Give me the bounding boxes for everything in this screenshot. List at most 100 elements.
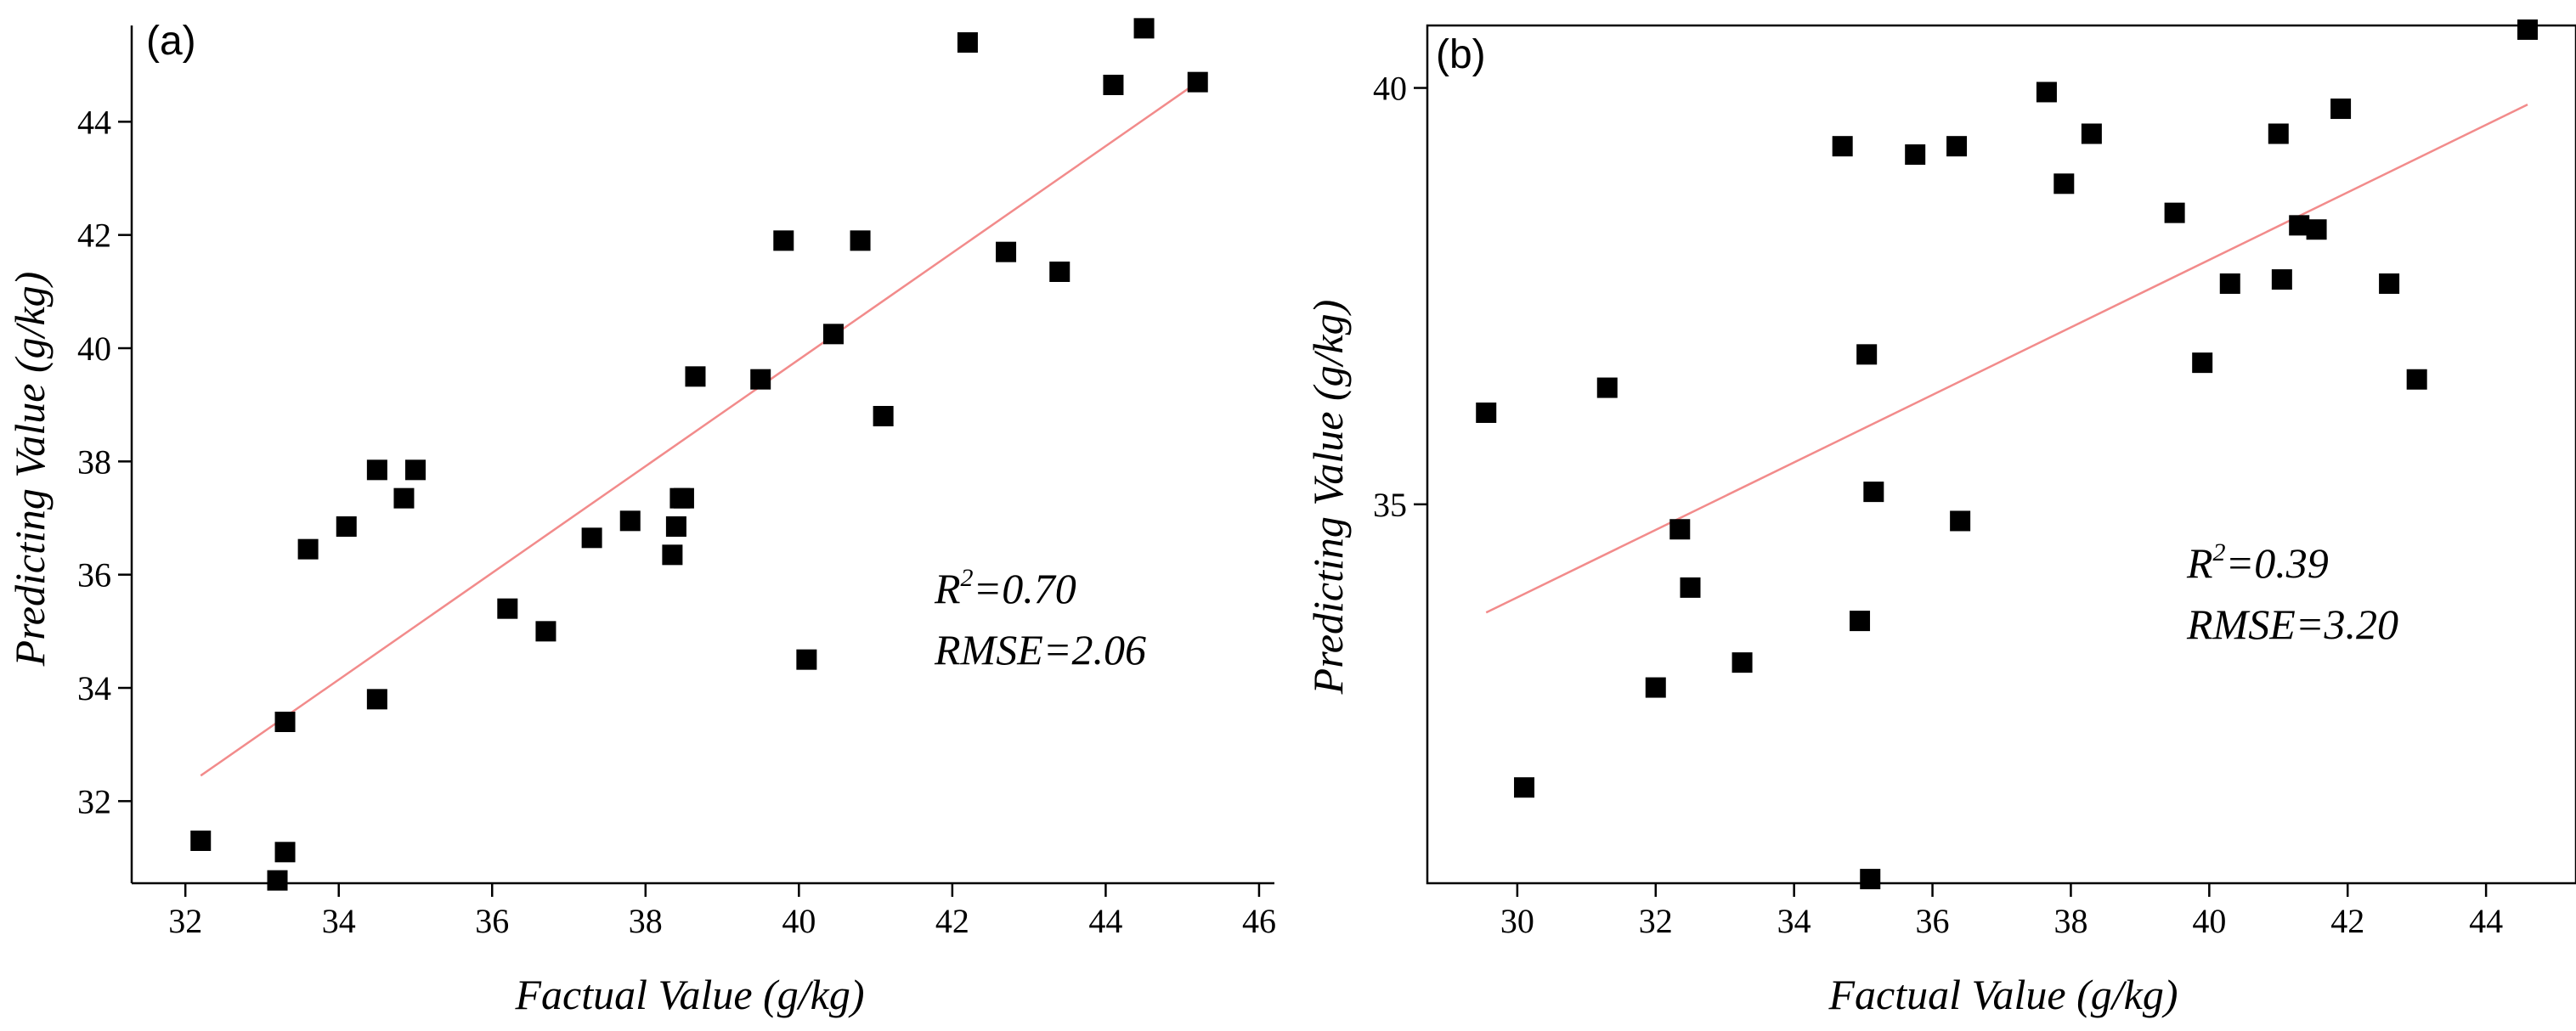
panel-a-data-point [297,538,319,560]
panel-a-data-point [1049,262,1071,282]
panel-a-data-point [336,516,357,537]
panel-a-points [190,18,1208,891]
panel-b-data-point [1645,677,1666,698]
panel-a-fit-line [200,81,1199,777]
panel-b-data-point [2192,352,2213,374]
panel-a-label: (a) [146,19,196,64]
panel-a-data-point [274,712,296,732]
panel-b-data-point [1905,144,1926,165]
panel-a-data-point [274,842,296,863]
panel-b-data-point [1950,510,1971,532]
panel-a-x-tick-label: 32 [168,902,202,940]
panel-a-y-tick-label: 44 [77,103,111,141]
panel-b-x-tick-label: 36 [1916,902,1950,940]
panel-a-data-point [404,459,426,481]
panel-b-data-point [1596,377,1618,398]
panel-b-chart: (b) R2=0.39 RMSE=3.20 Factual Value (g/k… [1304,19,2576,1018]
panel-a-data-point [267,870,288,891]
panel-b-x-axis-title: Factual Value (g/kg) [1828,971,2178,1018]
panel-a-data-point [366,459,387,481]
panel-a-data-point [497,598,518,619]
panel-b-data-point [1476,402,1497,423]
panel-a-data-point [873,406,894,426]
panel-b-data-point [1946,136,1968,157]
panel-b-data-point [1856,344,1878,365]
panel-b-data-point [2289,215,2310,236]
panel-b-x-tick-label: 30 [1500,902,1534,940]
panel-a-x-tick-label: 46 [1242,902,1276,940]
panel-a-data-point [190,831,212,851]
panel-a-y-tick-label: 42 [77,217,111,255]
panel-a-x-tick-label: 38 [629,902,663,940]
panel-a-data-point [796,649,817,670]
panel-b-data-point [2406,369,2427,390]
panel-b-plot-frame [1426,24,2576,885]
panel-a-rmse-text: RMSE=2.06 [934,626,1146,673]
panel-a-data-point [665,516,686,537]
panel-b-x-tick-label: 44 [2469,902,2503,940]
panel-b-axes: 30 32 34 36 38 40 42 44 35 40 [1373,24,2576,940]
panel-a-data-point [822,324,844,345]
panel-a-data-point [1103,75,1124,95]
panel-a-data-point [581,527,602,549]
panel-b-data-point [2268,123,2289,144]
panel-a-axes: 32 34 36 38 40 42 44 46 32 34 36 38 40 42 44 [77,25,1276,940]
panel-a-y-tick-label: 36 [77,556,111,594]
panel-a-y-axis-title: Predicting Value (g/kg) [6,272,54,668]
panel-a-x-tick-label: 44 [1088,902,1122,940]
panel-b-data-point [1860,869,1881,890]
panel-a-r2-text: R2=0.70 [934,564,1076,612]
panel-b-data-point [1514,777,1535,798]
panel-a-data-point [1187,71,1208,93]
panel-a-data-point [393,487,415,509]
panel-b-data-point [1832,136,1853,157]
panel-b-x-tick-label: 38 [2053,902,2087,940]
panel-b-data-point [2379,273,2400,294]
panel-b-data-point [2036,82,2057,103]
panel-b-data-point [1863,482,1884,503]
panel-b-data-point [2053,173,2075,194]
panel-b-data-point [2306,219,2327,240]
panel-a-x-tick-label: 40 [782,902,816,940]
panel-a-data-point [366,689,387,710]
panel-b-points [1476,19,2538,890]
panel-a-chart: (a) R2=0.70 RMSE=2.06 Factual Value (g/k… [6,18,1276,1018]
panel-b-data-point [1850,611,1871,632]
panel-b-rmse-text: RMSE=3.20 [2186,600,2398,648]
panel-b-data-point [2271,269,2292,290]
panel-b-x-tick-label: 42 [2330,902,2364,940]
panel-b-data-point [2164,202,2185,223]
panel-a-x-tick-label: 36 [475,902,509,940]
panel-a-data-point [850,230,871,251]
panel-a-data-point [750,369,771,390]
panel-a-x-tick-label: 34 [322,902,356,940]
panel-b-y-tick-label: 35 [1373,486,1407,524]
panel-a-data-point [673,487,694,509]
panel-a-data-point [957,32,978,53]
panel-a-y-tick-label: 32 [77,782,111,820]
panel-b-y-axis-title: Predicting Value (g/kg) [1304,300,1352,696]
panel-a-data-point [1133,18,1155,39]
panel-b-data-point [2219,273,2240,294]
panel-a-x-axis-title: Factual Value (g/kg) [515,971,865,1018]
panel-a-y-tick-label: 40 [77,330,111,368]
panel-a-data-point [662,544,683,566]
panel-a-y-tick-label: 38 [77,442,111,481]
panel-b-x-tick-label: 40 [2192,902,2226,940]
panel-a-x-tick-label: 42 [935,902,969,940]
panel-a-data-point [535,621,556,642]
panel-b-data-point [2330,99,2352,120]
panel-b-data-point [1731,652,1753,673]
panel-b-y-tick-label: 40 [1373,70,1407,108]
panel-b-data-point [2081,123,2102,144]
panel-b-r2-text: R2=0.39 [2186,538,2329,587]
panel-b-data-point [1680,577,1701,598]
panel-a-data-point [619,510,641,532]
panel-b-label: (b) [1436,32,1486,77]
panel-b-data-point [1669,519,1691,540]
panel-a-data-point [685,366,706,387]
panel-a-data-point [773,230,794,251]
panel-a-data-point [996,241,1017,262]
panel-b-data-point [2517,19,2538,40]
